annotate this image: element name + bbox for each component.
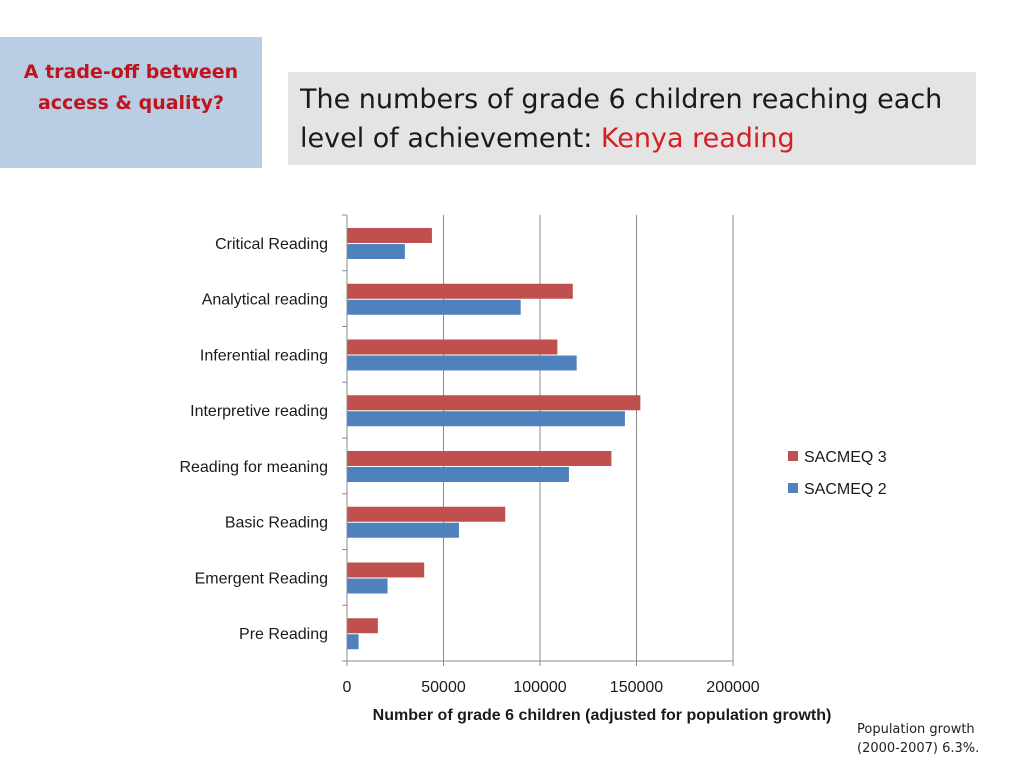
bar-sacmeq2 xyxy=(347,578,388,594)
category-label: Pre Reading xyxy=(239,626,328,643)
bar-sacmeq2 xyxy=(347,522,459,538)
category-label: Basic Reading xyxy=(225,515,328,532)
side-note-text: A trade-off between access & quality? xyxy=(23,60,239,114)
bar-sacmeq3 xyxy=(347,506,506,522)
bar-sacmeq3 xyxy=(347,562,425,578)
bar-sacmeq2 xyxy=(347,299,521,315)
title-main: The numbers of grade 6 children reaching… xyxy=(300,84,943,154)
x-tick-label: 0 xyxy=(343,679,352,696)
legend-swatch xyxy=(788,451,798,461)
legend-label: SACMEQ 2 xyxy=(804,481,887,498)
bar-sacmeq2 xyxy=(347,355,577,371)
bar-sacmeq3 xyxy=(347,283,573,299)
title-box: The numbers of grade 6 children reaching… xyxy=(288,72,976,165)
x-tick-label: 100000 xyxy=(513,679,566,696)
legend-swatch xyxy=(788,483,798,493)
bar-sacmeq3 xyxy=(347,395,641,411)
side-note-box: A trade-off between access & quality? xyxy=(0,37,262,168)
page-title: The numbers of grade 6 children reaching… xyxy=(300,80,966,158)
bar-sacmeq3 xyxy=(347,618,378,634)
category-label: Inferential reading xyxy=(200,347,328,364)
category-label: Emergent Reading xyxy=(195,570,328,587)
bar-sacmeq2 xyxy=(347,634,359,650)
bar-sacmeq3 xyxy=(347,451,612,466)
category-label: Reading for meaning xyxy=(179,459,328,476)
bar-sacmeq2 xyxy=(347,244,405,259)
category-label: Critical Reading xyxy=(215,236,328,253)
bar-sacmeq2 xyxy=(347,467,569,482)
legend-label: SACMEQ 3 xyxy=(804,449,887,466)
bar-sacmeq3 xyxy=(347,339,558,355)
bar-sacmeq2 xyxy=(347,411,625,427)
x-axis-title: Number of grade 6 children (adjusted for… xyxy=(373,707,832,724)
category-label: Analytical reading xyxy=(202,292,328,309)
x-tick-label: 200000 xyxy=(706,679,759,696)
category-label: Interpretive reading xyxy=(190,403,328,420)
footnote: Population growth (2000-2007) 6.3%. xyxy=(857,722,980,756)
x-tick-label: 150000 xyxy=(610,679,663,696)
title-accent: Kenya reading xyxy=(600,123,795,154)
bar-sacmeq3 xyxy=(347,228,432,243)
x-tick-label: 50000 xyxy=(421,679,466,696)
